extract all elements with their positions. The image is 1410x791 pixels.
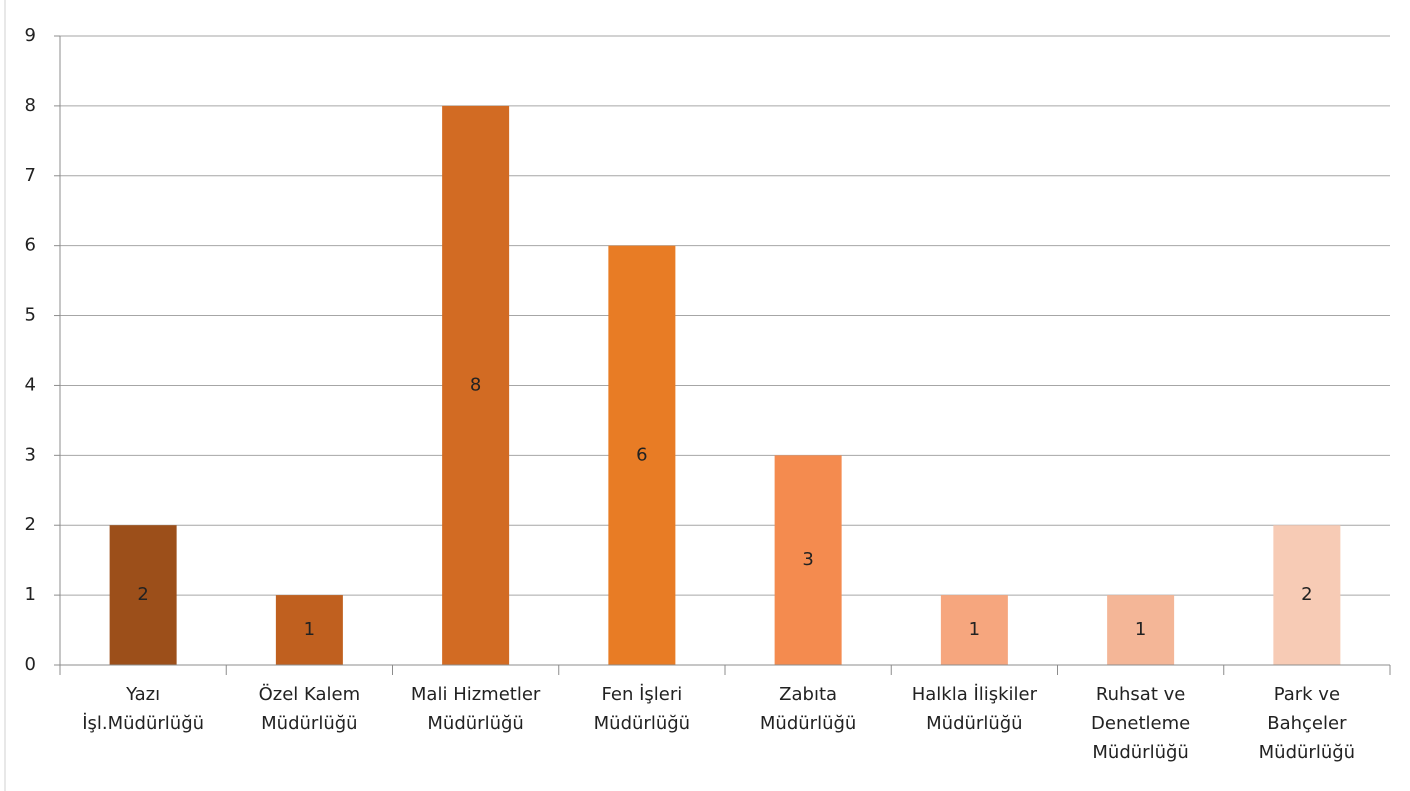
y-tick-label: 3	[25, 444, 36, 465]
x-tick-label-line: Denetleme	[1091, 713, 1190, 734]
data-label: 8	[470, 374, 481, 395]
y-tick-label: 0	[25, 654, 36, 675]
x-tick-label-line: Mali Hizmetler	[411, 684, 541, 705]
x-tick-label-line: Fen İşleri	[602, 684, 683, 705]
data-label: 1	[969, 619, 980, 640]
bar	[109, 525, 177, 665]
x-tick-label-line: Müdürlüğü	[261, 713, 357, 734]
x-tick-label-line: İşl.Müdürlüğü	[82, 713, 204, 734]
bar	[442, 105, 510, 665]
y-tick-label: 9	[25, 25, 36, 46]
y-tick-label: 7	[25, 165, 36, 186]
x-tick-label-line: Zabıta	[779, 684, 837, 705]
x-tick-label-line: Halkla İlişkiler	[912, 684, 1038, 705]
y-tick-label: 4	[25, 374, 36, 395]
data-label: 3	[802, 549, 813, 570]
x-tick-label: Yazı İşl.Müdürlüğü	[82, 684, 204, 734]
x-tick-label-line: Müdürlüğü	[760, 713, 856, 734]
x-tick-label: Halkla İlişkiler Müdürlüğü	[912, 684, 1038, 734]
x-tick-label: Ruhsat ve Denetleme Müdürlüğü	[1091, 684, 1190, 763]
x-tick-label: Park ve Bahçeler Müdürlüğü	[1259, 684, 1355, 763]
bar	[275, 595, 343, 665]
x-tick-label-line: Müdürlüğü	[427, 713, 523, 734]
data-label: 2	[1301, 584, 1312, 605]
y-tick-label: 5	[25, 305, 36, 326]
bar	[608, 245, 676, 665]
x-tick-label-line: Park ve	[1274, 684, 1340, 705]
data-label: 2	[137, 584, 148, 605]
data-label: 1	[1135, 619, 1146, 640]
bar	[1273, 525, 1341, 665]
y-tick-label: 2	[25, 514, 36, 535]
x-tick-label: Fen İşleri Müdürlüğü	[594, 684, 690, 734]
x-tick-label: Özel Kalem Müdürlüğü	[259, 683, 361, 734]
x-tick-label-line: Bahçeler	[1267, 713, 1347, 734]
y-tick-label: 1	[25, 584, 36, 605]
x-tick-label-line: Yazı	[125, 684, 160, 705]
bar	[940, 595, 1008, 665]
x-tick-label-line: Müdürlüğü	[926, 713, 1022, 734]
bar	[774, 455, 842, 665]
y-tick-label: 8	[25, 95, 36, 116]
y-tick-label: 6	[25, 235, 36, 256]
bar	[1107, 595, 1175, 665]
x-tick-label: Mali Hizmetler Müdürlüğü	[411, 684, 541, 734]
x-tick-label-line: Müdürlüğü	[1092, 742, 1188, 763]
x-tick-label-line: Ruhsat ve	[1096, 684, 1185, 705]
x-tick-label-line: Özel Kalem	[259, 683, 361, 705]
data-label: 6	[636, 444, 647, 465]
x-tick-label-line: Müdürlüğü	[1259, 742, 1355, 763]
data-label: 1	[304, 619, 315, 640]
x-tick-label: Zabıta Müdürlüğü	[760, 684, 856, 734]
x-tick-label-line: Müdürlüğü	[594, 713, 690, 734]
